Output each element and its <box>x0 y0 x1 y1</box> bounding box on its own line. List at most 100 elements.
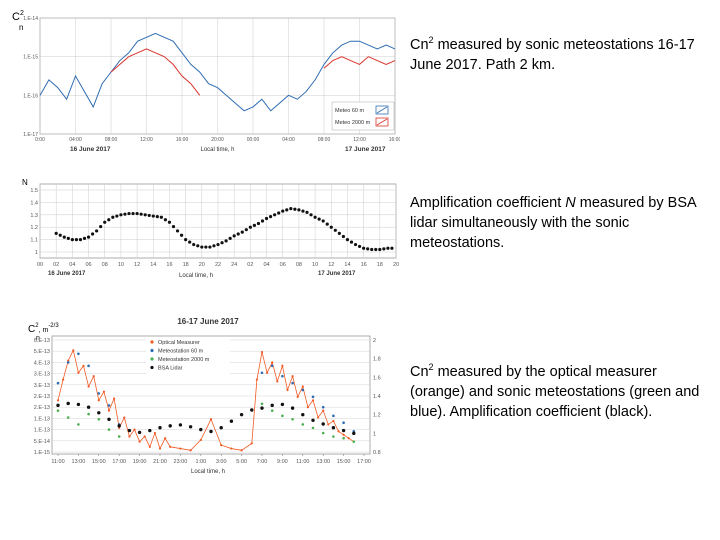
point-optical-measurer <box>327 423 330 426</box>
point-bsa-lidar <box>270 403 274 408</box>
point-optical-measurer <box>123 416 126 419</box>
lidar-point <box>123 212 127 216</box>
lidar-point <box>353 242 358 247</box>
point-optical-measurer <box>347 437 350 440</box>
x-tick-label: 06 <box>280 262 286 268</box>
point-optical-measurer <box>255 378 258 381</box>
x-tick-label: 14 <box>344 262 350 268</box>
y-tick-label: 1.E-17 <box>23 132 38 138</box>
point-bsa-lidar <box>178 423 183 427</box>
lidar-point <box>309 213 313 217</box>
lidar-point <box>357 244 362 249</box>
lidar-point <box>139 212 143 216</box>
caption-optical-symbol: Cn <box>410 363 429 380</box>
y-tick-label: 1.4 <box>30 200 38 206</box>
caption-lidar-text: measured by BSA lidar simultaneously wit… <box>410 195 696 251</box>
legend-swatch-mark <box>376 118 388 126</box>
point-optical-measurer <box>296 395 299 398</box>
legend-label: Optical Measurer <box>158 340 200 346</box>
lidar-point <box>115 214 119 218</box>
y-tick-label-left: 2.E-13 <box>34 405 50 411</box>
point-bsa-lidar <box>86 405 91 409</box>
point-optical-measurer <box>97 399 100 402</box>
lidar-point <box>196 244 200 248</box>
x-tick-label: 11:00 <box>296 459 309 465</box>
point-meteostation-2000-m <box>321 431 325 435</box>
x-tick-label: 11:00 <box>51 459 64 465</box>
point-bsa-lidar <box>321 422 325 426</box>
y-tick-label: 1.2 <box>30 225 38 231</box>
point-meteostation-60-m <box>342 421 345 425</box>
lidar-point <box>321 219 325 223</box>
x-tick-label: 10 <box>118 262 124 268</box>
x-tick-label: 1:00 <box>195 459 206 465</box>
x-axis-label: Local time, h <box>179 273 213 279</box>
lidar-point <box>212 244 216 248</box>
y-label-symbol: C <box>12 11 20 23</box>
series-line-meteo-2000-m <box>323 56 396 69</box>
x-tick-label: 08:00 <box>318 137 331 143</box>
x-tick-label: 04:00 <box>69 137 82 143</box>
point-meteostation-60-m <box>281 374 284 378</box>
lidar-point <box>264 216 269 221</box>
lidar-point <box>374 247 378 252</box>
point-bsa-lidar <box>158 426 162 430</box>
y-label-exp: 2 <box>20 10 24 17</box>
lidar-point <box>252 223 257 227</box>
point-optical-measurer <box>102 390 105 393</box>
lidar-point <box>95 229 99 233</box>
point-optical-measurer <box>56 399 60 402</box>
lidar-point <box>167 220 172 224</box>
point-bsa-lidar <box>148 428 152 433</box>
lidar-point <box>200 245 204 249</box>
y-tick-label: 1.5 <box>30 188 38 194</box>
lidar-point <box>337 231 341 235</box>
lidar-point <box>317 217 321 221</box>
point-meteostation-60-m <box>107 404 111 407</box>
lidar-point <box>248 225 252 229</box>
lidar-point <box>192 242 196 247</box>
lidar-point <box>378 247 382 252</box>
point-meteostation-2000-m <box>291 417 294 421</box>
point-optical-measurer <box>281 364 284 367</box>
lidar-point <box>135 211 139 216</box>
lidar-point <box>268 215 273 219</box>
x-tick-label: 20 <box>199 262 205 268</box>
point-bsa-lidar <box>127 428 132 433</box>
point-bsa-lidar <box>239 412 244 417</box>
lidar-point <box>184 238 188 242</box>
x-tick-label: 16:00 <box>176 137 189 143</box>
x-tick-label: 3:00 <box>216 459 227 465</box>
point-optical-measurer <box>260 350 264 354</box>
point-meteostation-60-m <box>311 395 315 399</box>
point-bsa-lidar <box>260 406 264 410</box>
point-optical-measurer <box>317 416 320 419</box>
x-tick-label: 02 <box>53 262 59 268</box>
x-tick-label: 08 <box>102 262 108 268</box>
x-tick-label: 17:00 <box>112 459 126 465</box>
lidar-point <box>236 232 240 236</box>
lidar-point <box>289 207 293 211</box>
y-tick-label-left: 1.E-13 <box>34 428 50 434</box>
caption-sonic: Cn2 measured by sonic meteostations 16-1… <box>410 30 706 75</box>
lidar-point <box>143 213 147 217</box>
legend-marker <box>150 340 154 344</box>
point-optical-measurer <box>143 435 146 438</box>
point-bsa-lidar <box>66 401 70 406</box>
point-meteostation-60-m <box>97 392 101 395</box>
point-optical-measurer <box>128 435 131 438</box>
lidar-point <box>151 214 155 218</box>
point-optical-measurer <box>342 433 345 436</box>
point-meteostation-60-m <box>332 414 335 418</box>
point-optical-measurer <box>199 438 202 442</box>
lidar-point <box>325 222 329 226</box>
point-bsa-lidar <box>229 419 234 423</box>
point-optical-measurer <box>158 447 162 450</box>
point-bsa-lidar <box>199 427 203 432</box>
point-bsa-lidar <box>352 431 356 436</box>
point-meteostation-2000-m <box>311 426 315 430</box>
point-meteostation-60-m <box>260 371 264 375</box>
caption-lidar-text-pre: Amplification coefficient <box>410 195 566 211</box>
point-meteostation-60-m <box>301 388 305 392</box>
